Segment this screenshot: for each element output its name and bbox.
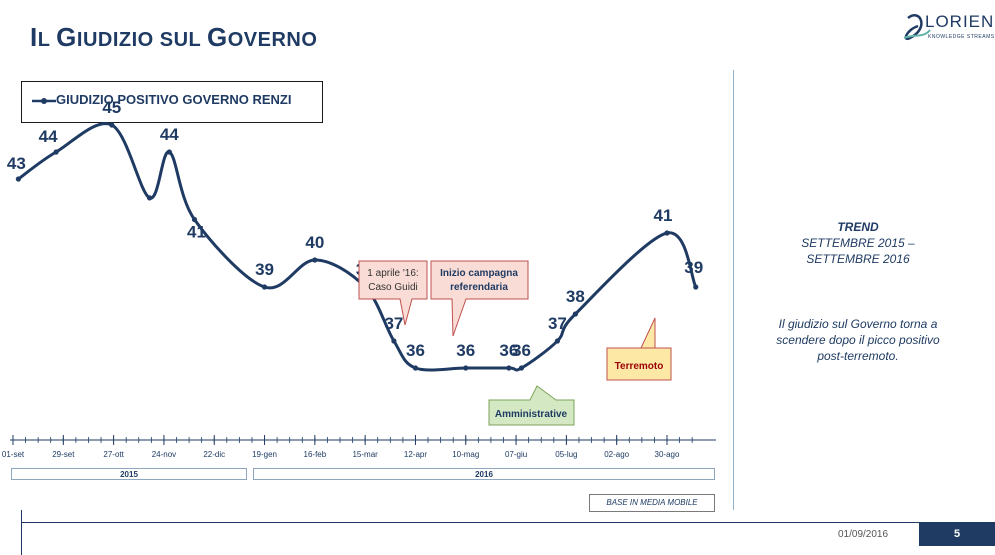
data-label: 45 (102, 98, 121, 117)
vertical-divider (733, 70, 734, 510)
data-label: 37 (384, 314, 403, 333)
data-label: 37 (548, 314, 567, 333)
note-line-3: post-terremoto. (817, 349, 899, 363)
data-label: 44 (39, 127, 58, 146)
page-title: IL GIUDIZIO SUL GOVERNO (30, 22, 318, 52)
x-tick-label: 27-ott (103, 450, 124, 459)
callout-text: 1 aprile '16: (367, 268, 418, 279)
data-point (166, 149, 172, 155)
x-tick-label: 05-lug (555, 450, 577, 459)
data-label: 36 (499, 341, 518, 360)
data-point (15, 176, 21, 182)
x-tick-label: 29-set (52, 450, 75, 459)
callout-terremoto: Terremoto (606, 317, 672, 381)
note-line-2: scendere dopo il picco positivo (776, 333, 940, 347)
base-label-box: BASE IN MEDIA MOBILE (589, 494, 715, 512)
data-point (664, 230, 670, 236)
x-tick-label: 02-ago (604, 450, 629, 459)
trend-line-1: SETTEMBRE 2015 – (801, 236, 915, 250)
data-label: 39 (255, 260, 274, 279)
callout-referendum: Inizio campagna referendaria (430, 260, 529, 337)
callout-shape (488, 385, 575, 426)
data-label: 36 (406, 341, 425, 360)
data-point (412, 365, 419, 371)
lorien-logo-icon (903, 14, 931, 40)
trend-title: TREND (837, 220, 879, 234)
year-box-2016: 2016 (253, 468, 715, 480)
trend-note: Il giudizio sul Governo torna a scendere… (748, 316, 968, 364)
x-tick-label: 12-apr (404, 450, 427, 459)
data-point (53, 149, 59, 155)
x-tick-label: 10-mag (452, 450, 479, 459)
data-label: 43 (7, 154, 26, 173)
trend-block: TREND SETTEMBRE 2015 – SETTEMBRE 2016 (748, 219, 968, 267)
callout-text: Amministrative (495, 409, 568, 420)
data-point (312, 257, 318, 263)
data-label: 41 (187, 223, 206, 242)
footer-date: 01/09/2016 (838, 529, 889, 540)
data-label: 44 (160, 125, 179, 144)
legend-box (21, 81, 323, 123)
x-tick-label: 19-gen (252, 450, 277, 459)
year-box-2015: 2015 (11, 468, 247, 480)
trend-line-2: SETTEMBRE 2016 (806, 252, 910, 266)
series-line (17, 122, 698, 372)
x-tick-label: 30-ago (655, 450, 680, 459)
data-point (391, 338, 397, 344)
footer-line (21, 522, 921, 523)
data-label: 38 (566, 287, 585, 306)
data-point (109, 122, 115, 128)
callout-amministrative: Amministrative (488, 385, 575, 426)
callout-text: Inizio campagna (440, 268, 518, 279)
data-point (693, 284, 699, 290)
data-point (146, 195, 153, 201)
callout-shape (430, 260, 529, 337)
page-number: 5 (919, 522, 995, 546)
callout-text: Terremoto (615, 361, 664, 372)
data-point (506, 365, 512, 371)
x-tick-label: 01-set (2, 450, 25, 459)
data-label: 39 (684, 258, 703, 277)
data-label: 36 (512, 341, 531, 360)
x-tick-label: 07-giu (505, 450, 527, 459)
x-tick-label: 16-feb (304, 450, 327, 459)
footer-vertical-line (21, 510, 22, 555)
note-line-1: Il giudizio sul Governo torna a (778, 317, 938, 331)
data-point (463, 365, 469, 371)
data-point (518, 365, 525, 371)
callout-shape (606, 317, 672, 381)
logo-subtitle: KNOWLEDGE STREAMS (928, 34, 995, 40)
data-label: 41 (654, 206, 673, 225)
logo-text: LORIEN (925, 12, 995, 31)
legend-label: GIUDIZIO POSITIVO GOVERNO RENZI (56, 92, 292, 107)
data-point (554, 338, 561, 344)
x-tick-label: 22-dic (203, 450, 225, 459)
x-tick-label: 15-mar (352, 450, 378, 459)
x-tick-label: 24-nov (152, 450, 176, 459)
data-point (572, 311, 578, 317)
data-point (261, 284, 268, 290)
callout-shape (358, 260, 428, 326)
legend-marker-icon (32, 98, 56, 104)
data-label: 40 (305, 233, 324, 252)
callout-caso-guidi: 1 aprile '16: Caso Guidi (358, 260, 428, 326)
callout-text: Caso Guidi (368, 282, 417, 293)
data-label: 36 (456, 341, 475, 360)
callout-text: referendaria (450, 282, 508, 293)
data-point (191, 216, 198, 223)
